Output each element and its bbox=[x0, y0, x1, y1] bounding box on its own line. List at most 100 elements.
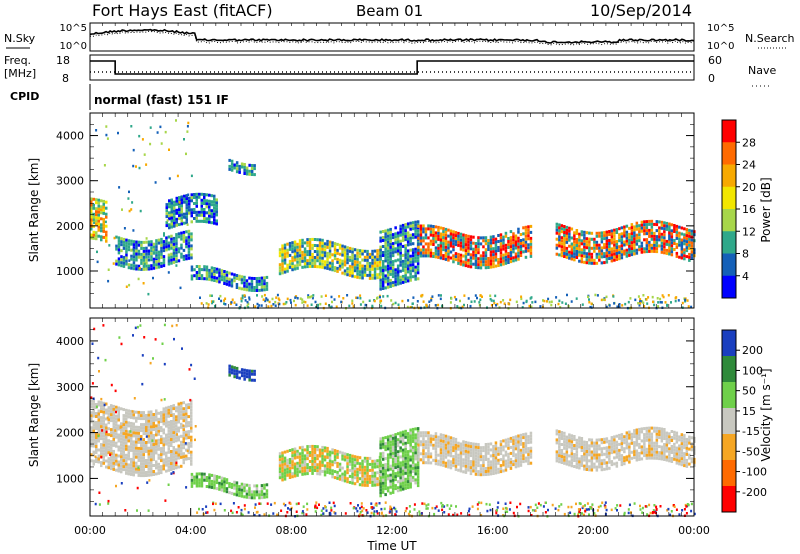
power-cell bbox=[690, 229, 694, 233]
power-cell bbox=[244, 299, 247, 302]
velocity-cell bbox=[519, 463, 523, 467]
velocity-cell bbox=[529, 434, 533, 438]
power-cell bbox=[560, 239, 564, 243]
power-cell bbox=[366, 255, 369, 259]
velocity-cell bbox=[595, 453, 599, 457]
power-cell bbox=[628, 253, 631, 257]
power-cell bbox=[203, 196, 206, 199]
velocity-cell bbox=[356, 455, 359, 459]
velocity-cell bbox=[155, 460, 158, 464]
velocity-cell bbox=[519, 451, 523, 455]
power-cell bbox=[444, 230, 448, 234]
power-cell bbox=[648, 219, 651, 223]
power-cell bbox=[459, 253, 463, 257]
power-cell bbox=[411, 275, 415, 279]
velocity-cell bbox=[477, 470, 480, 474]
velocity-cell bbox=[467, 453, 470, 457]
power-cell bbox=[479, 236, 483, 240]
power-cell bbox=[432, 225, 435, 228]
velocity-cell bbox=[107, 448, 110, 452]
velocity-cell bbox=[152, 422, 155, 425]
velocity-cell bbox=[92, 414, 95, 418]
power-cell bbox=[543, 299, 546, 303]
power-cell bbox=[328, 264, 332, 268]
power-cell bbox=[414, 232, 417, 236]
power-cell bbox=[368, 264, 372, 268]
velocity-cell bbox=[419, 440, 423, 444]
power-cell bbox=[255, 283, 259, 286]
power-cell bbox=[213, 273, 216, 276]
velocity-cell bbox=[130, 457, 133, 461]
power-cell bbox=[241, 296, 244, 300]
velocity-cell bbox=[170, 468, 173, 471]
velocity-cell bbox=[376, 477, 379, 481]
velocity-cell bbox=[92, 429, 95, 433]
power-cell bbox=[638, 304, 641, 307]
velocity-cell bbox=[185, 406, 188, 410]
power-cell bbox=[524, 243, 528, 247]
power-cell bbox=[635, 239, 639, 243]
power-cell bbox=[578, 259, 581, 263]
power-cell bbox=[346, 267, 349, 271]
velocity-cell bbox=[235, 490, 239, 494]
power-cell bbox=[663, 245, 666, 249]
power-cell bbox=[366, 264, 369, 268]
velocity-cell bbox=[502, 469, 505, 473]
power-cell bbox=[499, 260, 503, 264]
velocity-cell bbox=[281, 475, 284, 479]
power-cell bbox=[96, 250, 98, 254]
power-cell bbox=[162, 258, 166, 262]
power-cell bbox=[264, 299, 267, 303]
velocity-cell bbox=[598, 465, 601, 469]
power-cell bbox=[147, 243, 151, 247]
velocity-cell bbox=[112, 413, 115, 417]
power-cell bbox=[673, 242, 676, 245]
velocity-cell bbox=[378, 458, 382, 462]
power-cell bbox=[499, 239, 503, 243]
power-cell bbox=[474, 266, 478, 269]
velocity-cell bbox=[122, 432, 125, 436]
velocity-cell bbox=[648, 444, 651, 448]
velocity-cell bbox=[517, 449, 520, 453]
velocity-cell bbox=[615, 446, 619, 450]
velocity-cell bbox=[233, 372, 236, 376]
velocity-cell bbox=[394, 463, 397, 467]
velocity-cell bbox=[165, 457, 168, 461]
velocity-cell bbox=[381, 487, 385, 491]
velocity-cell bbox=[434, 447, 438, 451]
power-cell bbox=[687, 305, 690, 308]
power-cell bbox=[125, 262, 128, 266]
velocity-cell bbox=[107, 421, 110, 425]
velocity-cell bbox=[140, 414, 143, 418]
power-cell bbox=[595, 255, 599, 259]
power-cell bbox=[578, 232, 581, 236]
power-cell bbox=[298, 263, 302, 267]
velocity-cell bbox=[482, 458, 485, 462]
power-cell bbox=[603, 255, 606, 259]
velocity-cell bbox=[409, 428, 412, 432]
power-cell bbox=[472, 256, 475, 260]
power-cell bbox=[371, 264, 374, 268]
velocity-cell bbox=[424, 431, 428, 435]
power-cell bbox=[180, 210, 183, 214]
power-cell bbox=[427, 227, 430, 231]
velocity-cell bbox=[125, 441, 128, 445]
power-cell bbox=[333, 266, 337, 270]
power-cell bbox=[105, 200, 108, 204]
power-cell bbox=[230, 284, 234, 288]
power-cell bbox=[142, 282, 145, 285]
power-cell bbox=[306, 259, 309, 263]
velocity-cell bbox=[595, 441, 599, 445]
power-cell bbox=[371, 255, 374, 259]
velocity-cell bbox=[628, 433, 631, 437]
power-cell bbox=[442, 242, 445, 246]
velocity-cell bbox=[555, 459, 559, 463]
velocity-cell bbox=[494, 465, 498, 469]
power-cell bbox=[406, 276, 410, 280]
power-cell bbox=[167, 259, 171, 263]
power-cell bbox=[640, 250, 644, 254]
power-cell bbox=[386, 237, 390, 241]
velocity-cell bbox=[593, 444, 596, 448]
power-cell bbox=[615, 249, 619, 252]
velocity-cell bbox=[628, 445, 631, 449]
